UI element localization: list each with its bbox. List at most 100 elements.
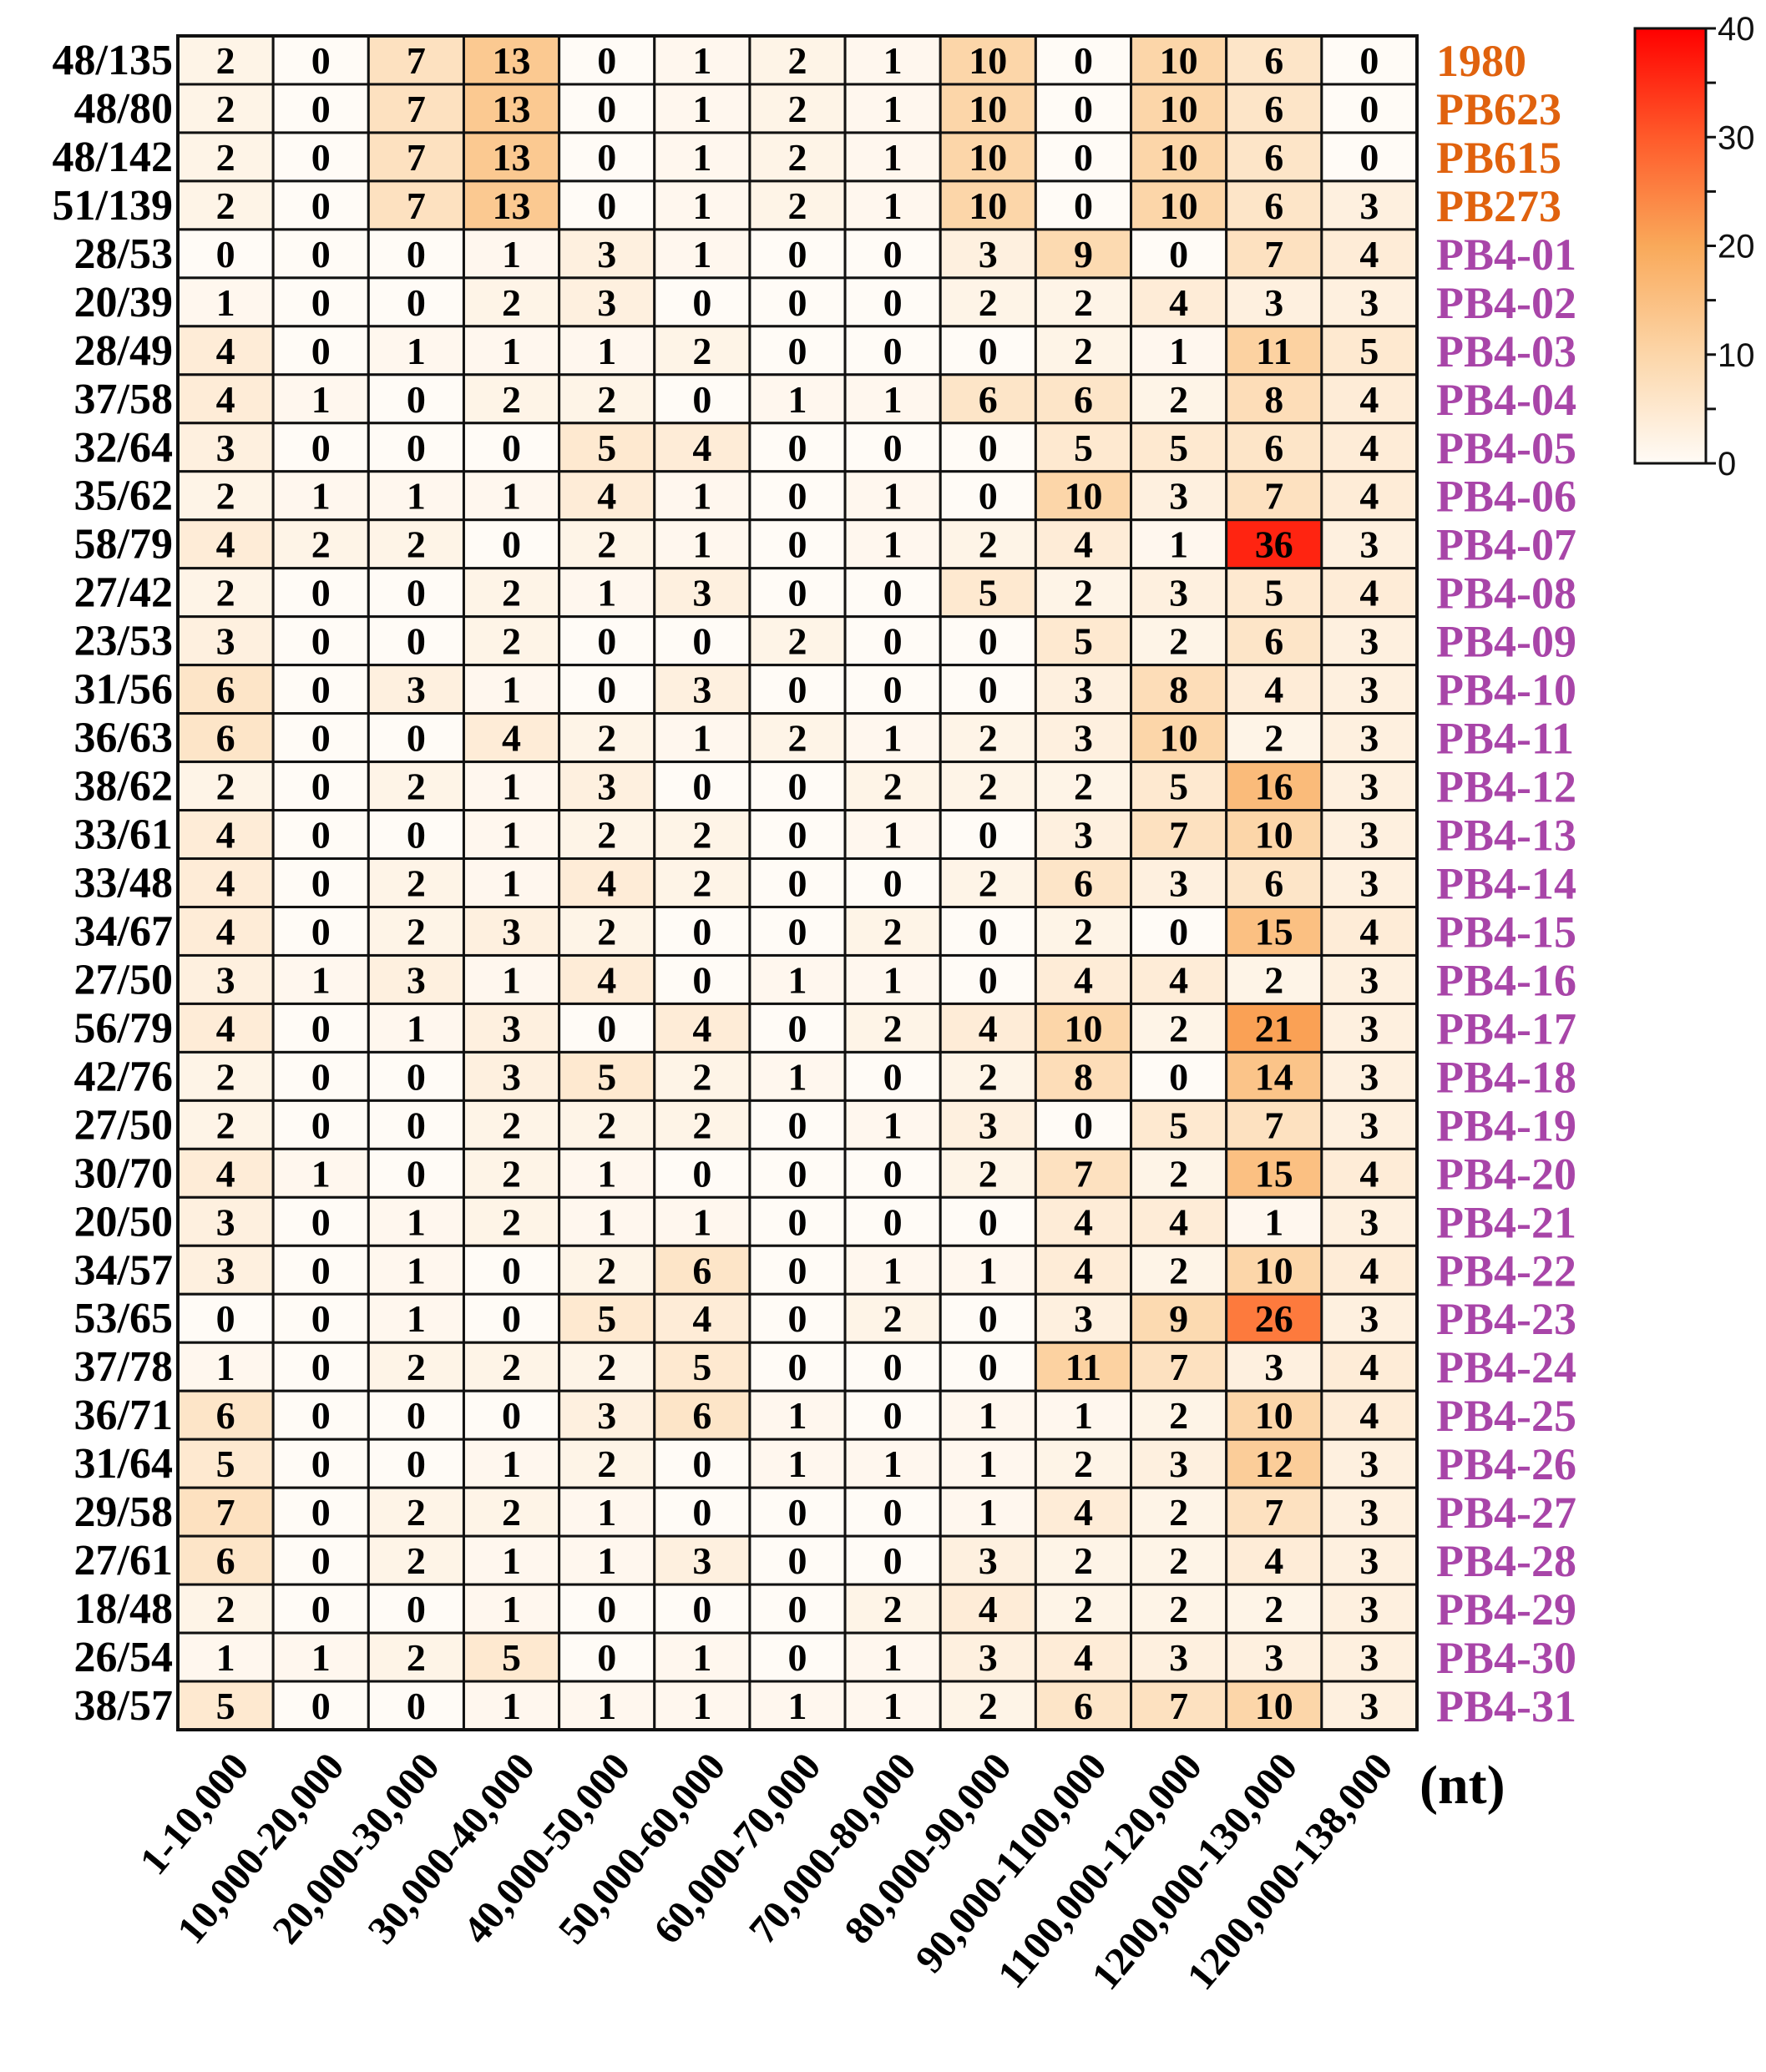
row-ratio-label: 33/61 (74, 811, 173, 859)
cell-value: 0 (597, 88, 616, 130)
heatmap-cell (367, 809, 465, 861)
cell-value: 3 (1359, 766, 1379, 808)
heatmap-cell (1130, 325, 1228, 376)
cell-value: 1 (502, 862, 521, 905)
heatmap-cell (558, 1099, 656, 1150)
heatmap-cell (367, 905, 465, 957)
cell-value: 3 (502, 1055, 521, 1098)
cell-value: 2 (1169, 1539, 1188, 1582)
cell-value: 2 (1074, 1588, 1093, 1630)
cell-value: 1 (692, 88, 711, 130)
heatmap-cell (367, 1195, 465, 1247)
heatmap-cell (462, 518, 561, 570)
heatmap-cell (367, 1438, 465, 1489)
cell-value: 2 (597, 523, 616, 566)
heatmap-cell (1034, 83, 1133, 134)
cell-value: 0 (788, 1104, 807, 1146)
cell-value: 0 (883, 620, 903, 663)
cell-value: 0 (788, 1200, 807, 1243)
row-strain-label: PB4-04 (1436, 375, 1576, 425)
cell-value: 2 (1169, 1249, 1188, 1291)
heatmap-cell (558, 1002, 656, 1054)
colorbar (1633, 27, 1708, 465)
heatmap-cell (558, 1050, 656, 1102)
heatmap-cell (939, 712, 1037, 764)
cell-value: 1 (692, 39, 711, 82)
cell-value: 1 (883, 88, 903, 130)
heatmap-cell (1034, 1631, 1133, 1683)
cell-value: 0 (692, 1588, 711, 1630)
cell-value: 0 (407, 233, 426, 275)
row-ratio-label: 28/49 (74, 327, 173, 375)
cell-value: 1 (883, 814, 903, 857)
cell-value: 3 (1169, 1443, 1188, 1485)
cell-value: 0 (407, 572, 426, 614)
row-ratio-label: 53/65 (74, 1295, 173, 1342)
row-ratio-label: 27/42 (74, 569, 173, 617)
row-strain-label: PB4-08 (1436, 569, 1576, 619)
cell-value: 2 (597, 910, 616, 953)
row-ratio-label: 27/50 (74, 956, 173, 1003)
cell-value: 3 (1359, 620, 1379, 663)
heatmap-cell (558, 470, 656, 522)
heatmap-cell (1320, 953, 1419, 1005)
cell-value: 2 (788, 39, 807, 82)
cell-value: 0 (311, 281, 331, 324)
cell-value: 1 (1264, 1200, 1283, 1243)
cell-value: 0 (883, 1055, 903, 1098)
heatmap-cell (271, 1583, 370, 1635)
cell-value: 0 (788, 766, 807, 808)
column-label: 10,000-20,000 (169, 1745, 353, 1953)
heatmap-cell (1225, 615, 1323, 667)
cell-value: 0 (883, 1491, 903, 1534)
row-strain-label: PB4-22 (1436, 1246, 1576, 1296)
cell-value: 6 (1074, 1685, 1093, 1727)
cell-value: 3 (1359, 862, 1379, 905)
row-strain-label: PB4-23 (1436, 1294, 1576, 1344)
cell-value: 10 (969, 184, 1007, 227)
cell-value: 4 (597, 958, 616, 1001)
cell-value: 3 (692, 669, 711, 711)
cell-value: 7 (407, 136, 426, 179)
heatmap-cell (748, 1486, 847, 1538)
cell-value: 0 (788, 1636, 807, 1679)
heatmap-cell (843, 809, 942, 861)
heatmap-cell (271, 809, 370, 861)
cell-value: 0 (407, 814, 426, 857)
cell-value: 10 (1160, 88, 1198, 130)
heatmap-cell (1034, 1341, 1133, 1392)
cell-value: 2 (692, 814, 711, 857)
row-ratio-label: 30/70 (74, 1150, 173, 1197)
cell-value: 0 (692, 1491, 711, 1534)
cell-value: 6 (979, 378, 998, 421)
cell-value: 0 (979, 1297, 998, 1340)
row-strain-label: PB4-27 (1436, 1488, 1576, 1538)
heatmap-cell (1130, 857, 1228, 908)
cell-value: 1 (311, 378, 331, 421)
cell-value: 0 (311, 1200, 331, 1243)
cell-value: 0 (311, 1249, 331, 1291)
cell-value: 10 (1160, 39, 1198, 82)
row-strain-label: PB4-16 (1436, 955, 1576, 1005)
cell-value: 2 (883, 1297, 903, 1340)
heatmap-cell (1034, 615, 1133, 667)
heatmap-cell (1320, 325, 1419, 376)
cell-value: 2 (407, 862, 426, 905)
cell-value: 4 (1359, 475, 1379, 518)
heatmap-cell (748, 179, 847, 231)
cell-value: 0 (311, 910, 331, 953)
heatmap-cell (271, 953, 370, 1005)
cell-value: 4 (692, 1297, 711, 1340)
cell-value: 2 (1264, 717, 1283, 760)
cell-value: 4 (1169, 1200, 1188, 1243)
cell-value: 1 (692, 717, 711, 760)
heatmap-cell (1130, 1680, 1228, 1731)
cell-value: 0 (407, 1152, 426, 1195)
cell-value: 10 (969, 136, 1007, 179)
heatmap-cell (1034, 1244, 1133, 1296)
heatmap-cell (271, 905, 370, 957)
cell-value: 0 (597, 39, 616, 82)
cell-value: 1 (788, 378, 807, 421)
cell-value: 0 (311, 1394, 331, 1437)
heatmap-cell (843, 1244, 942, 1296)
